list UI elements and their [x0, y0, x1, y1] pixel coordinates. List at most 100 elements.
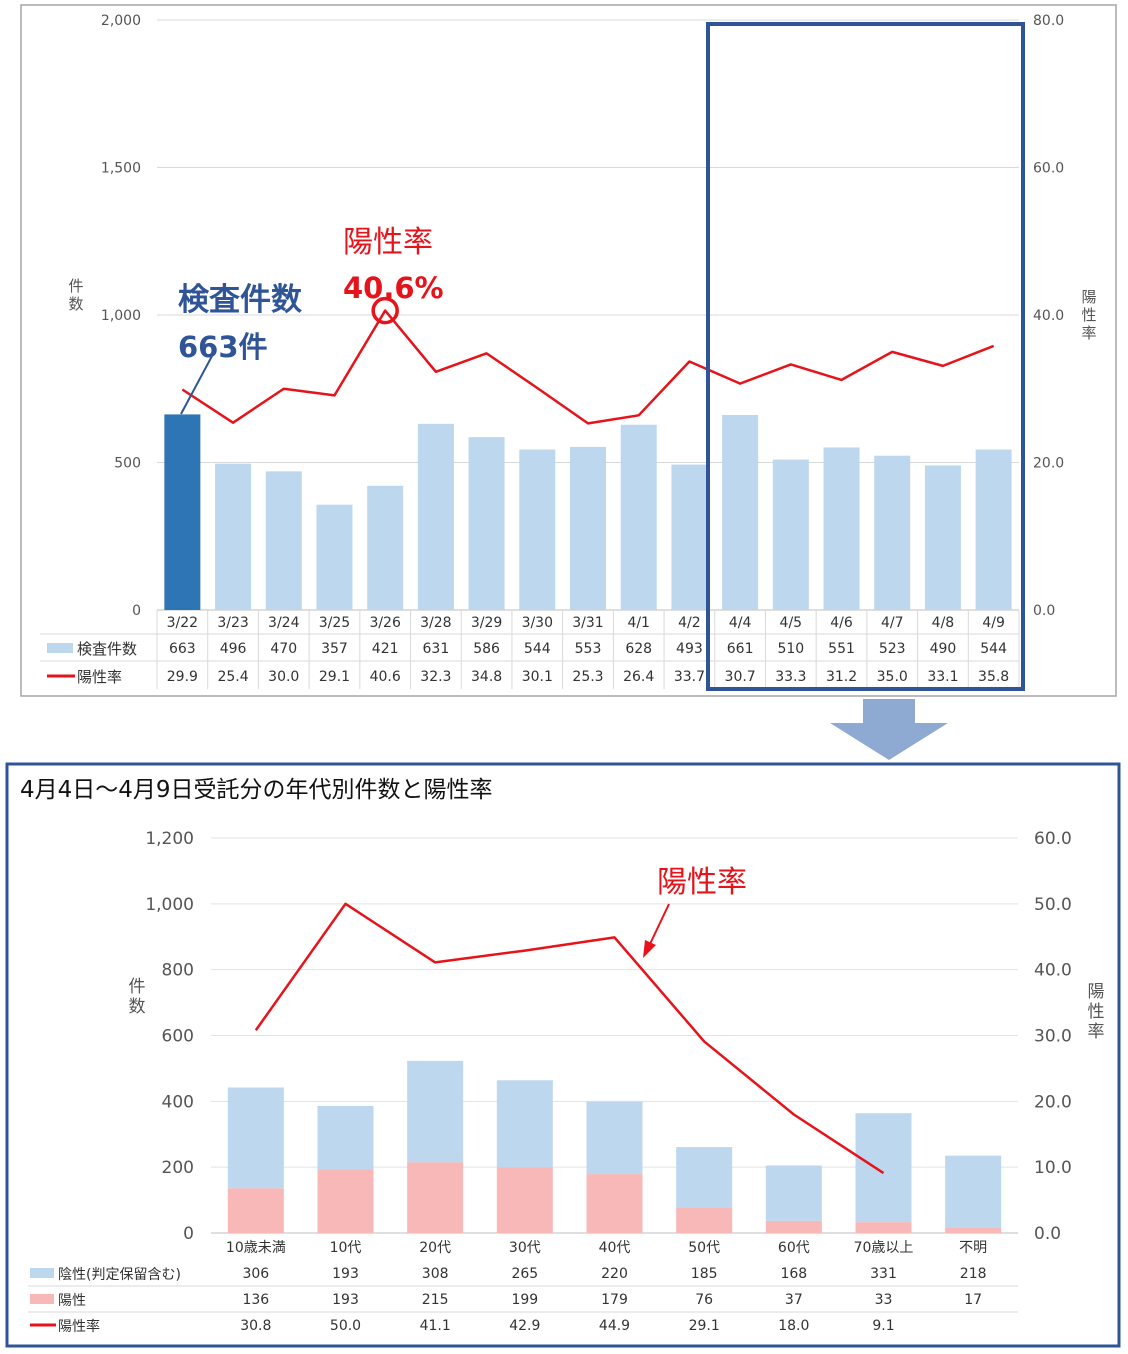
- chart1-bar: [620, 424, 657, 610]
- chart2-data-table: 10歳未満 306 136 30.8 10代 193 193 50.0 20代 308 215 41.…: [28, 1240, 1018, 1335]
- chart1-x-tick: 4/7: [881, 615, 904, 631]
- chart1-y-axis: 2,000 1,500 1,000 500 0: [101, 13, 141, 619]
- chart1-count-cell: 553: [575, 641, 602, 657]
- chart1-bar: [772, 459, 809, 610]
- chart1-count-cell: 586: [473, 641, 500, 657]
- chart1-x-tick: 3/22: [167, 615, 198, 631]
- chart1-x-tick: 3/28: [420, 615, 451, 631]
- chart2-positive-bar: [227, 1188, 284, 1233]
- count-annotation-pointer: [180, 355, 213, 415]
- chart2-positive-cell: 193: [332, 1292, 359, 1308]
- chart2-negative-cell: 168: [780, 1266, 807, 1282]
- chart1-bars: [164, 414, 1012, 610]
- chart1-y2label-3: 率: [1081, 324, 1096, 342]
- chart2-y2-tick: 30.0: [1034, 1027, 1072, 1047]
- chart2-x-tick: 20代: [419, 1240, 451, 1256]
- chart2-positive-bar: [496, 1167, 553, 1233]
- chart2-y-tick: 0: [183, 1224, 194, 1244]
- chart2-negative-cell: 185: [691, 1266, 718, 1282]
- chart2-negative-bar: [945, 1155, 1002, 1228]
- chart2-rate-cell: 18.0: [778, 1318, 809, 1334]
- chart1-count-cell: 523: [879, 641, 906, 657]
- chart1-count-cell: 631: [423, 641, 450, 657]
- chart2-negative-cell: 218: [960, 1266, 987, 1282]
- chart1-y2-tick: 40.0: [1033, 308, 1064, 324]
- chart1-x-tick: 4/2: [678, 615, 701, 631]
- chart1-bar: [570, 446, 606, 610]
- chart1-count-cell: 661: [727, 641, 754, 657]
- chart2-negative-cell: 306: [242, 1266, 269, 1282]
- chart2-negative-cell: 331: [870, 1266, 897, 1282]
- chart1-bar: [975, 449, 1012, 610]
- chart1-bar: [874, 455, 911, 610]
- chart1-count-cell: 496: [220, 641, 247, 657]
- chart1-y-tick: 1,000: [101, 308, 141, 324]
- count-annotation-line1: 検査件数: [178, 282, 302, 318]
- chart1-bar: [164, 414, 201, 610]
- chart1-x-tick: 3/25: [319, 615, 350, 631]
- chart1-y2-axis: 80.0 60.0 40.0 20.0 0.0: [1033, 13, 1064, 619]
- chart2-rate-cell: 9.1: [872, 1318, 894, 1334]
- chart2-frame: [5, 762, 1121, 1348]
- chart1-ylabel-1: 件: [68, 277, 83, 295]
- chart2-y-tick: 1,200: [145, 829, 194, 849]
- chart2-positive-cell: 37: [785, 1292, 803, 1308]
- chart2-ylabel-1: 件: [129, 977, 146, 997]
- chart2-y-tick: 1,000: [145, 895, 194, 915]
- chart2-positive-cell: 76: [695, 1292, 713, 1308]
- chart1-bar: [367, 485, 404, 610]
- chart2-rate-cell: 29.1: [689, 1318, 720, 1334]
- chart1-y2-tick: 20.0: [1033, 456, 1064, 472]
- chart1-rate-cell: 25.4: [217, 669, 248, 685]
- chart1-count-cell: 551: [828, 641, 855, 657]
- chart1-legend-bar-key: [47, 643, 73, 653]
- chart2-positive-cell: 179: [601, 1292, 628, 1308]
- chart2-positive-cell: 215: [422, 1292, 449, 1308]
- chart2-positive-bar: [317, 1169, 374, 1233]
- chart2-y-tick: 800: [162, 961, 194, 981]
- chart2-y-tick: 600: [162, 1027, 194, 1047]
- chart1-y2-tick: 80.0: [1033, 13, 1064, 29]
- chart2-negative-bar: [407, 1060, 464, 1163]
- rate-annotation-line2: 40.6%: [343, 271, 444, 305]
- chart1-count-cell: 544: [980, 641, 1007, 657]
- chart2-x-tick: 不明: [959, 1240, 987, 1256]
- chart2-legend-positive-label: 陽性: [58, 1293, 86, 1309]
- chart1-count-cell: 510: [777, 641, 804, 657]
- chart1-rate-cell: 31.2: [826, 669, 857, 685]
- rate-annotation-line1: 陽性率: [343, 225, 433, 260]
- chart2-rate-cell: 41.1: [420, 1318, 451, 1334]
- chart1-x-tick: 3/31: [572, 615, 603, 631]
- chart1-bar: [468, 437, 505, 610]
- chart2-positive-bar: [586, 1174, 643, 1233]
- chart1-count-cell: 663: [169, 641, 196, 657]
- chart2-x-tick: 70歳以上: [854, 1240, 914, 1256]
- chart2-x-tick: 10代: [330, 1240, 362, 1256]
- chart1-rate-cell: 30.1: [522, 669, 553, 685]
- chart1-x-tick: 3/29: [471, 615, 502, 631]
- chart1-rate-cell: 33.1: [927, 669, 958, 685]
- chart1-rate-cell: 25.3: [572, 669, 603, 685]
- chart1-x-tick: 4/1: [627, 615, 650, 631]
- chart2-x-tick: 30代: [509, 1240, 541, 1256]
- chart2-y2-tick: 10.0: [1034, 1158, 1072, 1178]
- chart2-positive-bar: [765, 1220, 822, 1233]
- chart2-x-tick: 10歳未満: [226, 1240, 286, 1256]
- chart1-y-tick: 0: [132, 603, 141, 619]
- chart2-rate-annotation: 陽性率: [657, 865, 747, 900]
- chart2-rate-cell: 42.9: [509, 1318, 540, 1334]
- chart2-negative-bar: [676, 1147, 733, 1208]
- chart2-positive-cell: 33: [875, 1292, 893, 1308]
- chart2-positive-bar: [676, 1207, 733, 1233]
- chart1-rate-cell: 40.6: [370, 669, 401, 685]
- chart2-negative-cell: 265: [511, 1266, 538, 1282]
- chart2-legend-line-label: 陽性率: [58, 1318, 100, 1335]
- chart1-x-tick: 4/6: [830, 615, 853, 631]
- chart2-y-tick: 400: [162, 1092, 194, 1112]
- chart2-rate-cell: 30.8: [240, 1318, 271, 1334]
- chart1-x-tick: 3/26: [369, 615, 401, 631]
- chart2-negative-cell: 220: [601, 1266, 628, 1282]
- chart2-y2label-1: 陽: [1088, 982, 1105, 1002]
- chart2-y2-tick: 40.0: [1034, 961, 1072, 981]
